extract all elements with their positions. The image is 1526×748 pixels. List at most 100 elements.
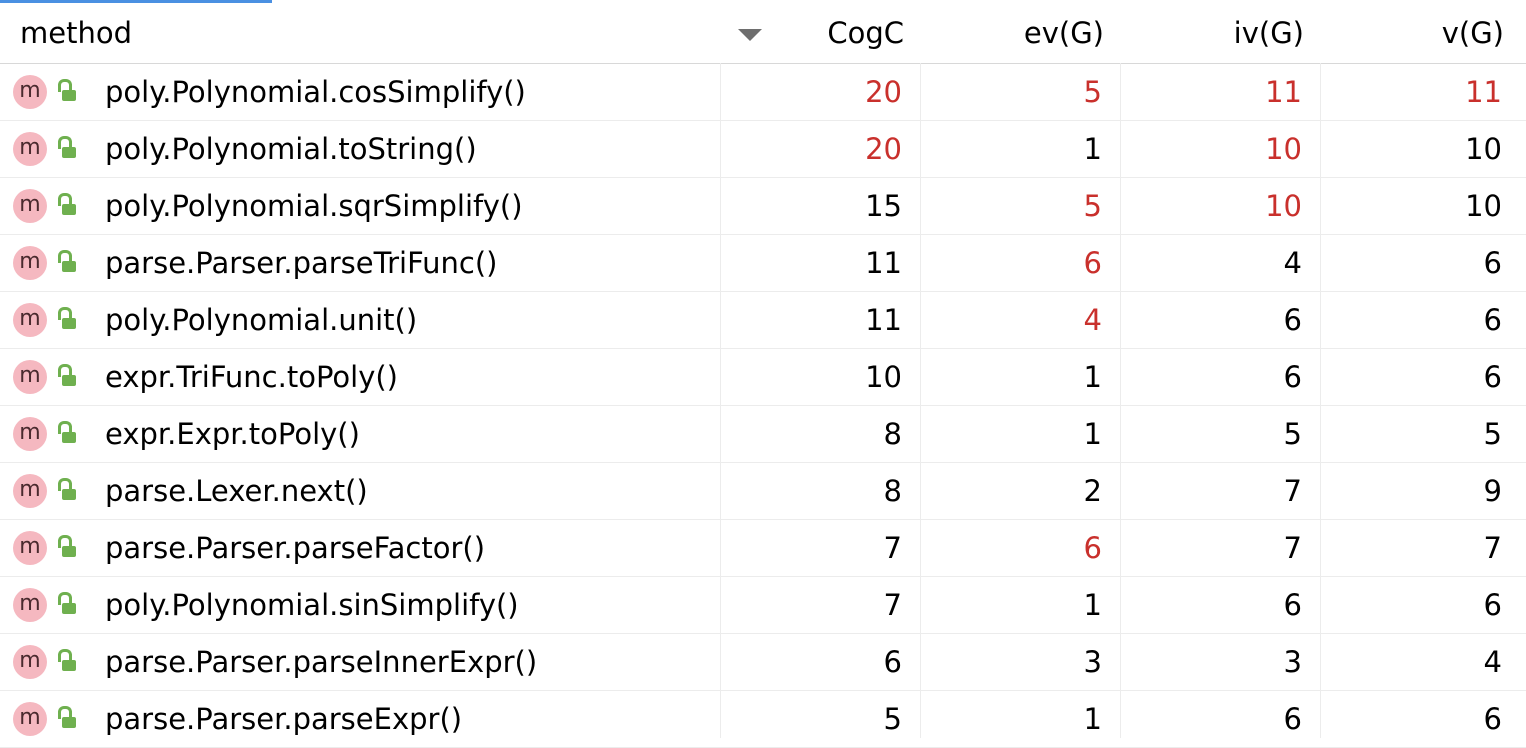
iv-cell: 11 (1265, 75, 1302, 109)
v-cell: 6 (1483, 246, 1502, 280)
column-divider (1320, 63, 1321, 738)
ev-cell: 1 (1083, 360, 1102, 394)
method-name-cell: parse.Parser.parseExpr() (105, 702, 463, 736)
method-icon: m (13, 588, 47, 622)
cogc-cell: 7 (883, 588, 902, 622)
method-name-cell: expr.TriFunc.toPoly() (105, 360, 398, 394)
public-access-lock-icon (58, 307, 78, 329)
ev-cell: 3 (1083, 645, 1102, 679)
public-access-lock-icon (58, 706, 78, 728)
cogc-cell: 5 (883, 702, 902, 736)
ev-cell: 1 (1083, 588, 1102, 622)
method-name-cell: poly.Polynomial.sqrSimplify() (105, 189, 523, 223)
method-name-cell: poly.Polynomial.unit() (105, 303, 418, 337)
cogc-cell: 20 (865, 132, 902, 166)
table-row[interactable]: m parse.Lexer.next() 8 2 7 9 (0, 463, 1526, 520)
method-name-cell: parse.Parser.parseTriFunc() (105, 246, 498, 280)
method-name-cell: parse.Parser.parseInnerExpr() (105, 645, 538, 679)
iv-cell: 6 (1283, 702, 1302, 736)
table-row[interactable]: m parse.Parser.parseInnerExpr() 6 3 3 4 (0, 634, 1526, 691)
method-icon: m (13, 531, 47, 565)
column-header-ev[interactable]: ev(G) (1023, 16, 1104, 50)
table-row[interactable]: m poly.Polynomial.sqrSimplify() 15 5 10 10 (0, 178, 1526, 235)
column-divider (920, 63, 921, 738)
iv-cell: 5 (1283, 417, 1302, 451)
method-icon: m (13, 189, 47, 223)
column-header-cogc[interactable]: CogC (827, 16, 904, 50)
column-divider (720, 63, 721, 738)
public-access-lock-icon (58, 193, 78, 215)
table-row[interactable]: m expr.Expr.toPoly() 8 1 5 5 (0, 406, 1526, 463)
method-icon: m (13, 132, 47, 166)
v-cell: 10 (1465, 189, 1502, 223)
cogc-cell: 11 (865, 246, 902, 280)
column-divider (1120, 63, 1121, 738)
method-name-cell: parse.Lexer.next() (105, 474, 368, 508)
iv-cell: 6 (1283, 360, 1302, 394)
v-cell: 6 (1483, 588, 1502, 622)
public-access-lock-icon (58, 136, 78, 158)
cogc-cell: 8 (883, 474, 902, 508)
method-icon: m (13, 645, 47, 679)
v-cell: 4 (1483, 645, 1502, 679)
column-header-iv[interactable]: iv(G) (1233, 16, 1304, 50)
cogc-cell: 10 (865, 360, 902, 394)
active-tab-indicator (0, 0, 272, 3)
cogc-cell: 7 (883, 531, 902, 565)
metrics-table: method CogC ev(G) iv(G) v(G) m poly.Polyn… (0, 3, 1526, 748)
sort-descending-icon[interactable] (738, 29, 762, 41)
cogc-cell: 11 (865, 303, 902, 337)
method-name-cell: poly.Polynomial.sinSimplify() (105, 588, 519, 622)
table-row[interactable]: m poly.Polynomial.unit() 11 4 6 6 (0, 292, 1526, 349)
cogc-cell: 20 (865, 75, 902, 109)
public-access-lock-icon (58, 649, 78, 671)
cogc-cell: 15 (865, 189, 902, 223)
public-access-lock-icon (58, 592, 78, 614)
v-cell: 10 (1465, 132, 1502, 166)
ev-cell: 1 (1083, 132, 1102, 166)
public-access-lock-icon (58, 364, 78, 386)
ev-cell: 2 (1083, 474, 1102, 508)
table-row[interactable]: m poly.Polynomial.toString() 20 1 10 10 (0, 121, 1526, 178)
method-icon: m (13, 474, 47, 508)
iv-cell: 4 (1283, 246, 1302, 280)
iv-cell: 3 (1283, 645, 1302, 679)
method-icon: m (13, 702, 47, 736)
ev-cell: 5 (1083, 75, 1102, 109)
v-cell: 6 (1483, 360, 1502, 394)
table-row[interactable]: m parse.Parser.parseTriFunc() 11 6 4 6 (0, 235, 1526, 292)
column-header-method[interactable]: method (20, 16, 132, 50)
iv-cell: 7 (1283, 531, 1302, 565)
public-access-lock-icon (58, 79, 78, 101)
column-header-v[interactable]: v(G) (1441, 16, 1504, 50)
iv-cell: 6 (1283, 588, 1302, 622)
table-row[interactable]: m poly.Polynomial.cosSimplify() 20 5 11 11 (0, 64, 1526, 121)
cogc-cell: 8 (883, 417, 902, 451)
table-header: method CogC ev(G) iv(G) v(G) (0, 3, 1526, 64)
method-name-cell: parse.Parser.parseFactor() (105, 531, 486, 565)
ev-cell: 6 (1083, 531, 1102, 565)
table-row[interactable]: m parse.Parser.parseFactor() 7 6 7 7 (0, 520, 1526, 577)
method-icon: m (13, 75, 47, 109)
method-icon: m (13, 246, 47, 280)
table-body: m poly.Polynomial.cosSimplify() 20 5 11 11 m po… (0, 64, 1526, 748)
table-row[interactable]: m poly.Polynomial.sinSimplify() 7 1 6 6 (0, 577, 1526, 634)
method-name-cell: expr.Expr.toPoly() (105, 417, 360, 451)
ev-cell: 4 (1083, 303, 1102, 337)
v-cell: 11 (1465, 75, 1502, 109)
v-cell: 5 (1483, 417, 1502, 451)
method-name-cell: poly.Polynomial.cosSimplify() (105, 75, 526, 109)
cogc-cell: 6 (883, 645, 902, 679)
table-row[interactable]: m parse.Parser.parseExpr() 5 1 6 6 (0, 691, 1526, 748)
method-icon: m (13, 417, 47, 451)
method-icon: m (13, 303, 47, 337)
method-name-cell: poly.Polynomial.toString() (105, 132, 477, 166)
ev-cell: 1 (1083, 417, 1102, 451)
v-cell: 6 (1483, 702, 1502, 736)
v-cell: 6 (1483, 303, 1502, 337)
public-access-lock-icon (58, 478, 78, 500)
method-icon: m (13, 360, 47, 394)
table-row[interactable]: m expr.TriFunc.toPoly() 10 1 6 6 (0, 349, 1526, 406)
v-cell: 9 (1483, 474, 1502, 508)
iv-cell: 6 (1283, 303, 1302, 337)
